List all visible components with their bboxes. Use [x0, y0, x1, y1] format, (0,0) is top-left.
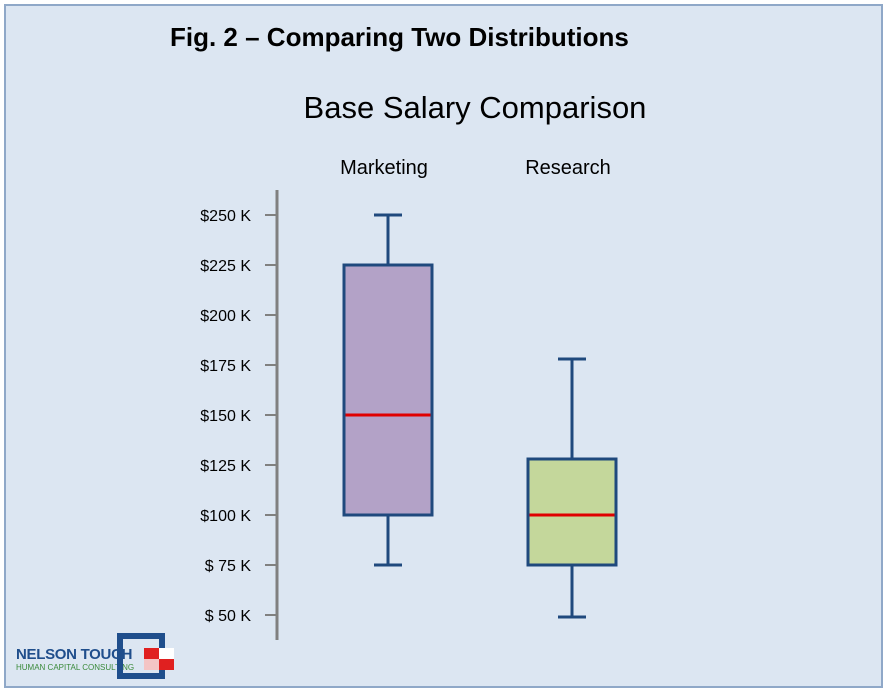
company-logo: NELSON TOUCH HUMAN CAPITAL CONSULTING [14, 632, 184, 682]
y-tick-label: $100 K [200, 508, 251, 525]
y-axis-ticks: $ 50 K $ 75 K $100 K $125 K $150 K $175 K $200… [200, 208, 277, 625]
logo-mark-icon [117, 633, 174, 679]
y-tick-label: $ 75 K [205, 558, 252, 575]
logo-name: NELSON TOUCH [16, 646, 133, 663]
box-series: Marketing Research [340, 157, 618, 619]
y-tick-label: $225 K [200, 258, 251, 275]
y-tick-label: $150 K [200, 408, 251, 425]
figure-frame [4, 4, 883, 688]
y-tick-label: $250 K [200, 208, 251, 225]
y-tick-label: $ 50 K [205, 608, 252, 625]
y-tick-label: $125 K [200, 458, 251, 475]
y-tick-label: $175 K [200, 358, 251, 375]
iqr-box [342, 263, 434, 517]
logo-tagline: HUMAN CAPITAL CONSULTING [16, 663, 135, 672]
category-label: Research [525, 157, 611, 179]
chart-title: Base Salary Comparison [304, 90, 647, 125]
category-label: Marketing [340, 157, 428, 179]
box-research: Research [525, 157, 618, 619]
box-marketing: Marketing [340, 157, 434, 567]
iqr-box [526, 457, 618, 567]
y-tick-label: $200 K [200, 308, 251, 325]
figure-title: Fig. 2 – Comparing Two Distributions [170, 22, 629, 52]
